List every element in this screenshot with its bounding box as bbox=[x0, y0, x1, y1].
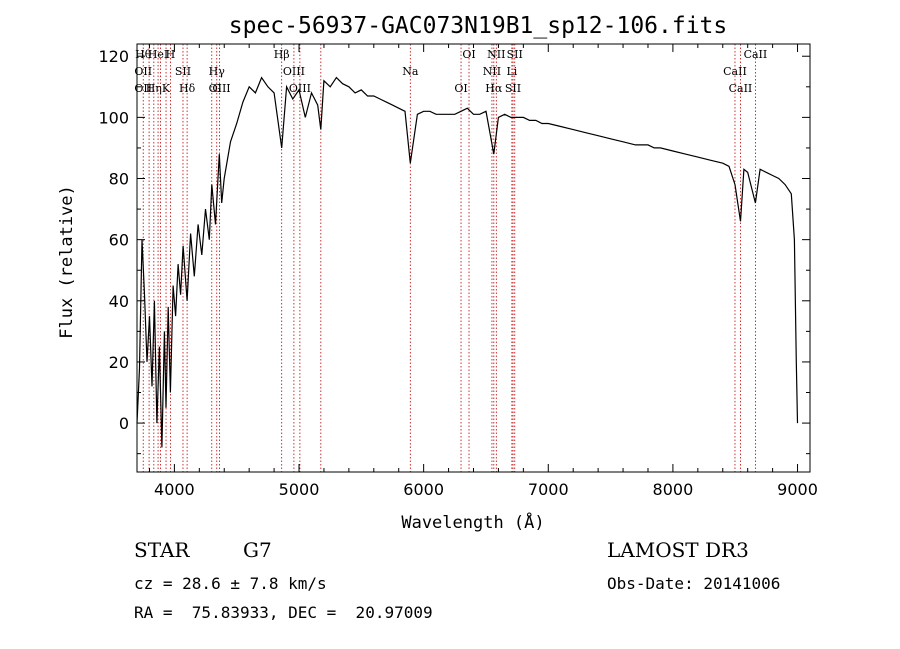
line-label: OII bbox=[134, 65, 152, 78]
line-label: NII bbox=[487, 48, 505, 61]
spectral-line-markers bbox=[142, 44, 756, 472]
line-label: Hδ bbox=[179, 82, 196, 95]
line-label: Hη bbox=[146, 82, 162, 95]
line-label: K bbox=[162, 82, 171, 95]
plot-frame bbox=[136, 43, 811, 473]
y-tick-label: 0 bbox=[119, 414, 129, 433]
chart-title: spec-56937-GAC073N19B1_sp12-106.fits bbox=[229, 13, 728, 39]
line-label: OIII bbox=[289, 82, 311, 95]
line-label: CaII bbox=[729, 82, 753, 95]
line-label: OI bbox=[454, 82, 467, 95]
line-label: H bbox=[166, 48, 176, 61]
line-label: Hγ bbox=[209, 65, 226, 78]
coordinates-info: RA = 75.83933, DEC = 20.97009 bbox=[134, 603, 433, 622]
line-label: SII bbox=[507, 48, 523, 61]
axis-ticks: 4000 5000 6000 7000 8000 9000 0 20 40 60 80 100 120 bbox=[98, 44, 818, 499]
y-tick-label: 20 bbox=[109, 353, 129, 372]
x-tick-label: 8000 bbox=[653, 480, 694, 499]
x-tick-label: 4000 bbox=[154, 480, 195, 499]
y-tick-label: 120 bbox=[98, 47, 129, 66]
line-label: OII bbox=[134, 82, 152, 95]
line-label: OIII bbox=[209, 82, 231, 95]
line-label: Li bbox=[506, 65, 517, 78]
survey-name: LAMOST DR3 bbox=[607, 538, 749, 562]
spectrum-line bbox=[136, 76, 799, 448]
line-label: HeI bbox=[148, 48, 168, 61]
x-axis-label: Wavelength (Å) bbox=[401, 511, 544, 533]
x-tick-label: 9000 bbox=[777, 480, 818, 499]
y-axis-label: Flux (relative) bbox=[57, 185, 77, 339]
y-tick-label: 40 bbox=[109, 292, 129, 311]
line-label: Hβ bbox=[274, 48, 290, 61]
line-label: SII bbox=[505, 82, 521, 95]
line-label: CaII bbox=[723, 65, 747, 78]
observation-date: Obs-Date: 20141006 bbox=[607, 574, 781, 593]
y-tick-label: 80 bbox=[109, 170, 129, 189]
x-tick-label: 5000 bbox=[279, 480, 320, 499]
x-tick-label: 7000 bbox=[528, 480, 569, 499]
line-label: Hθ bbox=[135, 48, 152, 61]
spectral-line-labels: HθOIIOIIHηHeIKHSIIHδHγGOIIIHβOIIIOIIINaO… bbox=[134, 48, 767, 95]
redshift-info: cz = 28.6 ± 7.8 km/s bbox=[134, 574, 327, 593]
y-tick-label: 60 bbox=[109, 231, 129, 250]
line-label: SII bbox=[175, 65, 191, 78]
x-tick-label: 6000 bbox=[403, 480, 444, 499]
y-tick-label: 100 bbox=[98, 108, 129, 127]
line-label: NII bbox=[483, 65, 501, 78]
line-label: CaII bbox=[744, 48, 768, 61]
object-class: STAR bbox=[134, 538, 190, 562]
line-label: OIII bbox=[283, 65, 305, 78]
object-subclass: G7 bbox=[243, 538, 272, 562]
line-label: OI bbox=[462, 48, 475, 61]
line-label: Na bbox=[402, 65, 419, 78]
line-label: G bbox=[212, 82, 221, 95]
line-label: Hα bbox=[485, 82, 503, 95]
